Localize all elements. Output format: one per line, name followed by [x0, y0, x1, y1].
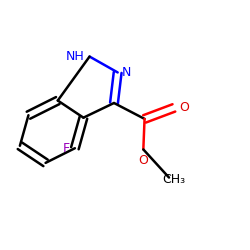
Text: F: F: [63, 142, 70, 155]
Text: O: O: [138, 154, 148, 167]
Text: O: O: [179, 102, 189, 114]
Text: CH₃: CH₃: [162, 173, 186, 186]
Text: N: N: [121, 66, 131, 79]
Text: NH: NH: [66, 50, 85, 63]
